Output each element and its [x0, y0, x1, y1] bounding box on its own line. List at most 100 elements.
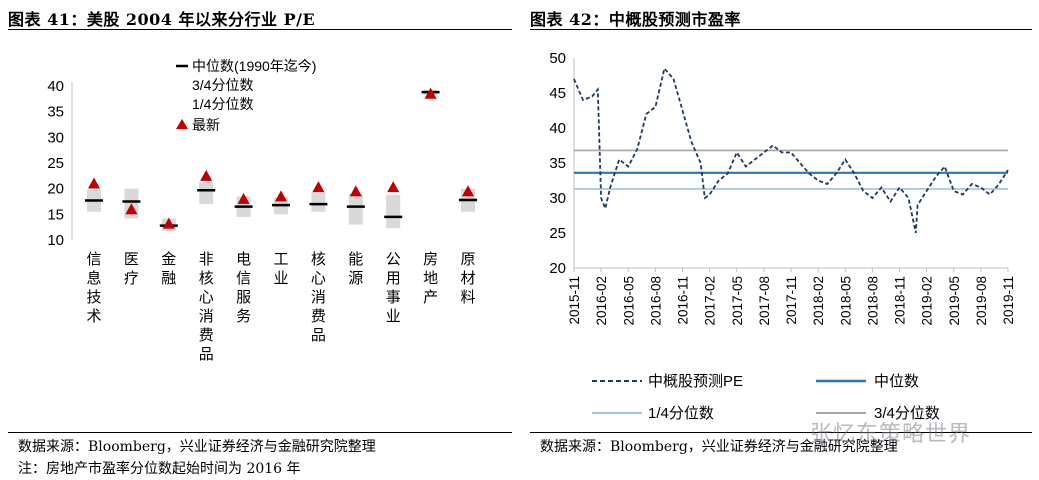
right-x-tick-label: 2019-05 [947, 276, 962, 326]
category-char: 信 [86, 251, 101, 268]
left-y-tick-label: 30 [47, 129, 64, 146]
right-x-tick-label: 2019-08 [974, 276, 989, 326]
latest-marker [200, 169, 213, 181]
right-y-tick-label: 30 [549, 190, 566, 207]
category-char: 非 [199, 251, 214, 268]
left-x-category-label: 金融 [161, 251, 176, 287]
left-x-category-label: 核心消费品 [311, 251, 326, 344]
left-x-category-label: 房地产 [423, 251, 438, 306]
right-x-tick-label: 2019-11 [1001, 276, 1016, 325]
pe-dashed-line [573, 66, 1009, 234]
category-char: 金 [161, 251, 176, 268]
left-x-category-label: 信息技术 [86, 251, 101, 325]
left-range-bars [87, 89, 475, 231]
category-char: 业 [273, 270, 288, 287]
left-x-category-label: 原材料 [460, 251, 475, 306]
left-x-category-label: 工业 [273, 251, 288, 287]
category-char: 料 [460, 289, 475, 306]
category-char: 疗 [124, 270, 139, 287]
right-y-tick-label: 25 [549, 225, 566, 242]
right-x-tick-label: 2017-05 [730, 276, 745, 326]
right-title-rule [530, 29, 1032, 30]
category-char: 消 [311, 289, 326, 306]
quartile-range-bar [199, 181, 214, 205]
latest-marker [424, 87, 437, 99]
right-x-tick-label: 2016-08 [648, 276, 663, 326]
right-footer-rule [530, 432, 1032, 433]
category-char: 地 [423, 270, 438, 287]
right-x-tick-label: 2019-02 [920, 276, 935, 326]
right-y-tick-label: 20 [549, 260, 566, 277]
legend-q1-label: 1/4分位数 [192, 96, 253, 112]
left-source: 数据来源：Bloomberg，兴业证券经济与金融研究院整理 [18, 439, 376, 455]
category-char: 产 [423, 289, 438, 306]
right-y-tick-label: 45 [549, 85, 566, 102]
left-note: 注：房地产市盈率分位数起始时间为 2016 年 [18, 461, 301, 477]
latest-marker [349, 185, 362, 197]
category-char: 用 [386, 270, 401, 287]
category-char: 能 [348, 251, 363, 268]
legend-q1-line-label: 1/4分位数 [648, 405, 714, 422]
right-pe-series [573, 66, 1009, 234]
right-x-tick-label: 2017-02 [703, 276, 718, 326]
category-char: 原 [460, 251, 475, 268]
category-char: 事 [386, 289, 401, 306]
right-x-tick-label: 2017-08 [757, 276, 772, 326]
right-x-tick-label: 2018-08 [865, 276, 880, 326]
left-x-category-label: 医疗 [124, 251, 139, 287]
legend-pe-label: 中概股预测PE [648, 373, 743, 390]
left-legend: 中位数(1990年迄今) 3/4分位数 1/4分位数 最新 [176, 58, 316, 133]
legend-latest-label: 最新 [192, 117, 220, 133]
left-y-tick-label: 25 [47, 155, 64, 172]
right-y-tick-label: 35 [549, 155, 566, 172]
category-char: 服 [236, 289, 251, 306]
left-y-tick-label: 35 [47, 104, 64, 121]
latest-marker [462, 185, 474, 197]
right-x-tick-label: 2018-05 [838, 276, 853, 326]
category-char: 务 [236, 308, 251, 325]
left-x-category-label: 公用事业 [386, 251, 401, 325]
category-char: 核 [199, 270, 214, 287]
latest-marker [237, 192, 250, 204]
latest-marker [275, 190, 287, 202]
right-x-tick-label: 2015-11 [567, 276, 582, 325]
category-char: 核 [311, 251, 326, 268]
right-x-tick-label: 2016-11 [676, 276, 691, 325]
left-chart-title: 图表 41：美股 2004 年以来分行业 P/E [8, 10, 316, 29]
legend-median-label: 中位数(1990年迄今) [192, 58, 316, 74]
left-latest-markers [88, 87, 474, 229]
latest-marker [312, 181, 325, 193]
category-char: 品 [199, 346, 214, 363]
category-char: 心 [311, 270, 326, 287]
category-char: 费 [311, 308, 326, 325]
category-char: 技 [86, 289, 101, 306]
category-char: 融 [161, 270, 176, 287]
left-x-category-label: 电信服务 [236, 251, 251, 325]
category-char: 心 [199, 289, 214, 306]
category-char: 工 [273, 251, 288, 268]
category-char: 医 [124, 251, 139, 268]
latest-marker [88, 177, 100, 189]
left-x-category-label: 非核心消费品 [199, 251, 214, 363]
right-source: 数据来源：Bloomberg，兴业证券经济与金融研究院整理 [540, 439, 898, 455]
latest-marker [387, 181, 400, 193]
left-footer-rule [8, 432, 512, 433]
right-legend: 中概股预测PE 中位数 1/4分位数 3/4分位数 [592, 373, 940, 422]
legend-median-line-label: 中位数 [874, 373, 919, 390]
right-axes: 20 25 30 35 40 45 50 2015-11 2016-02 2016-05 2016-… [549, 50, 1016, 326]
watermark: 张忆东策略世界 [810, 422, 972, 447]
category-char: 电 [236, 251, 251, 268]
legend-q3-line-label: 3/4分位数 [874, 405, 940, 422]
right-x-tick-label: 2017-11 [784, 276, 799, 325]
category-char: 品 [311, 327, 326, 344]
latest-marker [162, 217, 175, 229]
left-y-tick-label: 40 [47, 78, 64, 95]
left-y-tick-label: 15 [47, 206, 64, 223]
right-y-tick-label: 40 [549, 120, 566, 137]
right-chart-title: 图表 42：中概股预测市盈率 [530, 10, 741, 29]
right-chart: 20 25 30 35 40 45 50 2015-11 2016-02 2016-05 2016-… [549, 50, 1016, 422]
category-char: 公 [386, 251, 401, 268]
left-median-marks [85, 90, 477, 227]
